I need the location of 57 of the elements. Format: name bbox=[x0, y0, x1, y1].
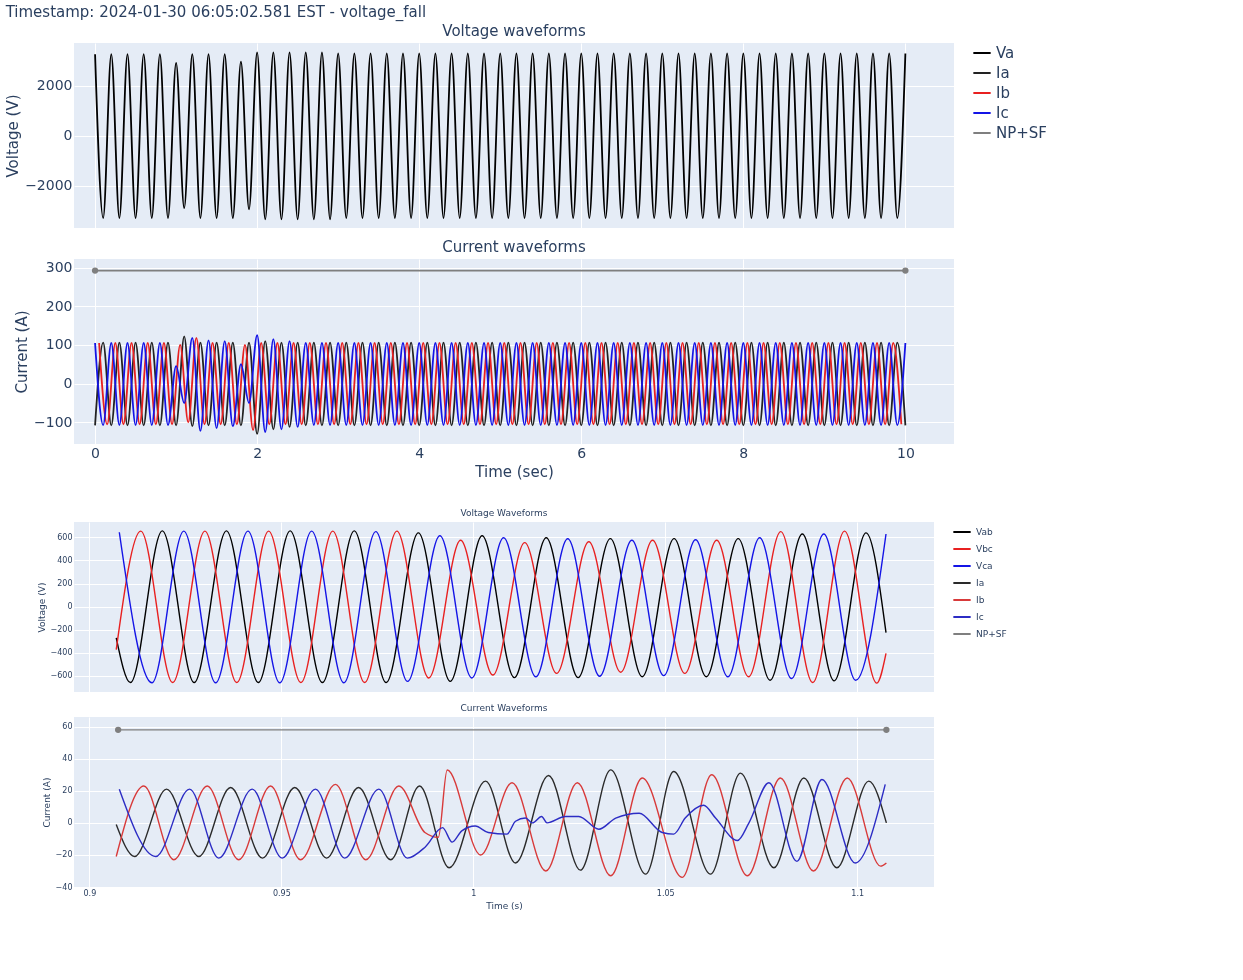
y-tick-label: 20 bbox=[62, 786, 73, 796]
y-axis-title: Voltage (V) bbox=[4, 94, 23, 178]
y-tick-label: 60 bbox=[62, 722, 73, 732]
x-axis-title: Time (sec) bbox=[474, 462, 554, 481]
x-tick-label: 1 bbox=[471, 888, 477, 898]
y-tick-label: 200 bbox=[57, 579, 73, 588]
x-tick-label: 4 bbox=[415, 444, 425, 461]
y-tick-label: −600 bbox=[50, 671, 73, 681]
x-axis-title: Time (s) bbox=[485, 900, 523, 911]
y-tick-label: 200 bbox=[45, 297, 73, 314]
y-axis-title: Current (A) bbox=[13, 310, 32, 394]
x-tick-label: 0.95 bbox=[272, 888, 291, 898]
x-tick-label: 2 bbox=[253, 444, 263, 461]
legend-label: Ia bbox=[976, 578, 985, 588]
line-series bbox=[94, 51, 907, 221]
chart-title: Current waveforms bbox=[442, 238, 586, 256]
legend-label: Va bbox=[996, 44, 1015, 62]
y-tick-label: 2000 bbox=[36, 77, 73, 93]
y-tick-label: 300 bbox=[45, 259, 73, 276]
y-tick-label: −40 bbox=[55, 882, 73, 892]
y-tick-label: 0 bbox=[63, 127, 73, 143]
x-tick-label: 8 bbox=[739, 444, 749, 461]
x-tick-label: 10 bbox=[896, 444, 915, 461]
y-tick-label: 100 bbox=[45, 336, 73, 353]
chart-title: Voltage waveforms bbox=[442, 22, 586, 40]
x-tick-label: 0.9 bbox=[83, 888, 97, 898]
legend-label: Ib bbox=[996, 84, 1010, 102]
chart-title: Voltage Waveforms bbox=[460, 508, 548, 518]
legend-label: NP+SF bbox=[996, 124, 1047, 142]
y-tick-label: 400 bbox=[57, 555, 73, 565]
y-tick-label: −100 bbox=[34, 413, 73, 430]
legend-label: Vab bbox=[976, 527, 993, 537]
line-series bbox=[118, 778, 886, 864]
y-axis-title: Voltage (V) bbox=[36, 582, 47, 633]
legend-label: NP+SF bbox=[976, 629, 1007, 639]
y-tick-label: −400 bbox=[50, 648, 73, 658]
x-tick-label: 1.05 bbox=[656, 888, 675, 898]
legend-label: Ib bbox=[976, 595, 985, 605]
chart-title: Current Waveforms bbox=[460, 703, 548, 713]
legend-label: Ia bbox=[996, 64, 1010, 82]
x-tick-label: 0 bbox=[91, 444, 101, 461]
y-tick-label: −200 bbox=[50, 625, 73, 635]
x-tick-label: 6 bbox=[577, 444, 587, 461]
y-tick-label: 0 bbox=[67, 602, 73, 612]
y-tick-label: 600 bbox=[57, 532, 73, 542]
legend-label: Ic bbox=[976, 612, 984, 622]
legend-label: Ic bbox=[996, 104, 1009, 122]
legend-label: Vbc bbox=[976, 544, 993, 554]
y-tick-label: −20 bbox=[55, 850, 73, 860]
y-tick-label: 0 bbox=[63, 375, 73, 392]
y-axis-title: Current (A) bbox=[41, 777, 52, 828]
legend-label: Vca bbox=[976, 561, 993, 571]
y-tick-label: 40 bbox=[62, 754, 73, 764]
x-tick-label: 1.1 bbox=[851, 888, 865, 898]
text: Timestamp: 2024-01-30 06:05:02.581 EST - voltage_fall bbox=[4, 3, 427, 22]
y-tick-label: −2000 bbox=[25, 177, 73, 193]
y-tick-label: 0 bbox=[67, 818, 73, 828]
